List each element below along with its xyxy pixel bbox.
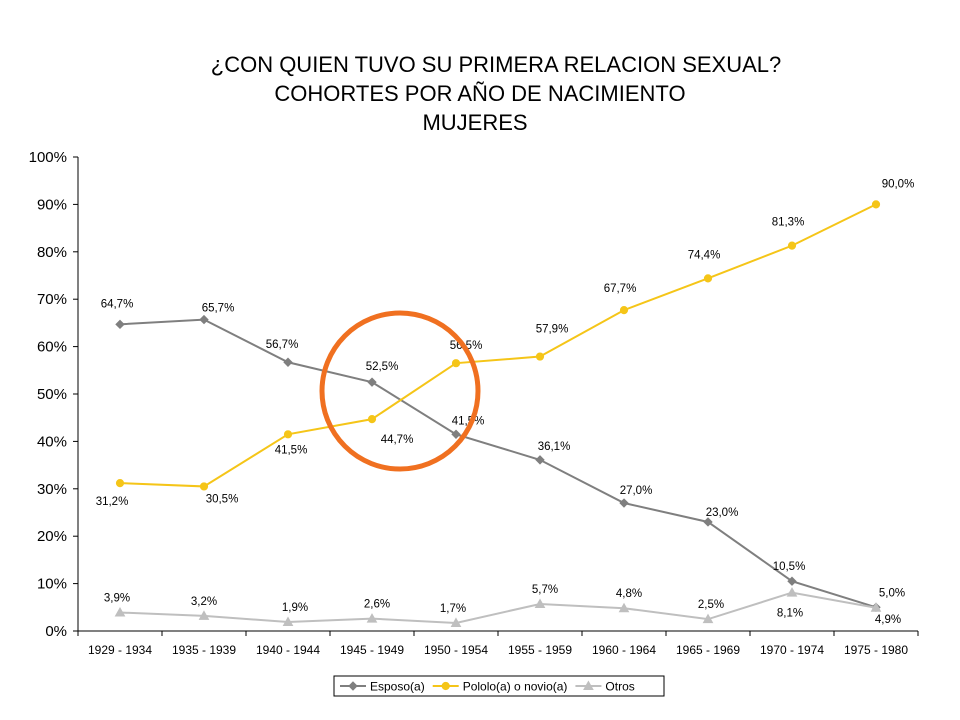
data-label-esposo-a: 5,0%	[879, 587, 905, 599]
y-tick-label: 20%	[37, 528, 67, 545]
data-point-otros	[450, 617, 462, 627]
series-line-otros	[119, 591, 877, 624]
data-label-esposo-a: 10,5%	[773, 561, 806, 573]
data-label-pololo-a-o-novio-a: 90,0%	[882, 178, 915, 190]
data-point-otros	[702, 613, 714, 624]
data-label-pololo-a-o-novio-a: 44,7%	[381, 434, 414, 446]
data-point-otros	[366, 613, 378, 623]
chart-title: ¿CON QUIEN TUVO SU PRIMERA RELACION SEXU…	[0, 50, 960, 137]
legend-marker-esposo-a	[348, 681, 358, 691]
data-label-pololo-a-o-novio-a: 74,4%	[688, 249, 721, 261]
data-label-pololo-a-o-novio-a: 81,3%	[772, 217, 805, 229]
data-label-pololo-a-o-novio-a: 31,2%	[96, 496, 129, 508]
legend-label-otros: Otros	[605, 680, 634, 694]
data-point-esposo-a	[283, 357, 293, 367]
data-point-esposo-a	[367, 377, 377, 387]
data-label-esposo-a: 27,0%	[620, 485, 653, 497]
data-point-esposo-a	[535, 455, 545, 465]
data-label-otros: 3,2%	[191, 596, 217, 608]
data-point-esposo-a	[115, 319, 125, 330]
data-point-pololo-a-o-novio-a	[199, 482, 209, 491]
series-line-esposo-a	[119, 318, 877, 609]
y-tick-label: 40%	[37, 433, 67, 450]
data-label-otros: 8,1%	[777, 608, 803, 620]
data-point-otros	[618, 602, 630, 613]
data-label-otros: 1,7%	[440, 603, 466, 615]
y-tick-label: 0%	[45, 623, 67, 640]
y-tick-label: 90%	[37, 196, 67, 213]
data-point-otros	[870, 602, 882, 612]
x-tick-label: 1975 - 1980	[844, 643, 908, 657]
data-point-pololo-a-o-novio-a	[703, 274, 713, 283]
y-tick-label: 60%	[37, 339, 67, 356]
data-label-pololo-a-o-novio-a: 67,7%	[604, 283, 637, 295]
data-point-otros	[534, 598, 546, 608]
data-point-esposo-a	[199, 314, 209, 325]
data-label-esposo-a: 52,5%	[366, 361, 399, 373]
y-tick-label: 30%	[37, 481, 67, 498]
data-label-esposo-a: 41,5%	[452, 415, 485, 427]
y-tick-label: 80%	[37, 244, 67, 261]
data-point-otros	[198, 610, 210, 620]
series-line-pololo-a-o-novio-a	[119, 203, 877, 488]
data-point-pololo-a-o-novio-a	[787, 241, 797, 250]
x-tick-label: 1935 - 1939	[172, 643, 236, 657]
data-label-otros: 2,6%	[364, 599, 390, 611]
data-point-otros	[114, 606, 126, 617]
data-label-otros: 5,7%	[532, 584, 558, 596]
legend-marker-otros	[583, 680, 594, 690]
x-tick-label: 1945 - 1949	[340, 643, 404, 657]
x-tick-label: 1965 - 1969	[676, 643, 740, 657]
y-tick-label: 10%	[37, 576, 67, 593]
x-tick-label: 1950 - 1954	[424, 643, 488, 657]
y-tick-label: 70%	[37, 291, 67, 308]
data-point-pololo-a-o-novio-a	[619, 306, 629, 315]
data-point-otros	[282, 616, 294, 626]
data-point-pololo-a-o-novio-a	[115, 479, 125, 488]
data-label-esposo-a: 36,1%	[538, 441, 571, 453]
x-tick-label: 1955 - 1959	[508, 643, 572, 657]
data-label-pololo-a-o-novio-a: 30,5%	[206, 493, 239, 505]
data-point-esposo-a	[787, 576, 797, 586]
data-point-pololo-a-o-novio-a	[451, 359, 461, 368]
data-point-pololo-a-o-novio-a	[535, 352, 545, 361]
data-label-esposo-a: 23,0%	[706, 507, 739, 519]
data-point-otros	[786, 587, 798, 597]
x-tick-label: 1970 - 1974	[760, 643, 824, 657]
data-point-esposo-a	[619, 498, 629, 508]
x-tick-label: 1960 - 1964	[592, 643, 656, 657]
data-point-esposo-a	[451, 429, 461, 439]
data-label-pololo-a-o-novio-a: 41,5%	[275, 444, 308, 456]
data-label-esposo-a: 56,7%	[266, 339, 299, 351]
data-label-esposo-a: 65,7%	[202, 303, 235, 315]
data-label-otros: 4,8%	[616, 588, 642, 600]
data-label-otros: 1,9%	[282, 602, 308, 614]
legend-marker-pololo-a-o-novio-a	[441, 681, 450, 691]
data-label-esposo-a: 64,7%	[101, 298, 134, 310]
y-tick-label: 100%	[29, 149, 67, 166]
data-label-pololo-a-o-novio-a: 57,9%	[536, 324, 569, 336]
data-point-pololo-a-o-novio-a	[871, 200, 881, 209]
data-point-esposo-a	[703, 517, 713, 527]
data-point-pololo-a-o-novio-a	[367, 415, 377, 424]
x-tick-label: 1929 - 1934	[88, 643, 152, 657]
x-tick-label: 1940 - 1944	[256, 643, 320, 657]
data-label-otros: 3,9%	[104, 593, 130, 605]
chart-title-line-2: COHORTES POR AÑO DE NACIMIENTO	[274, 81, 686, 106]
data-label-otros: 2,5%	[698, 599, 724, 611]
data-label-otros: 4,9%	[875, 614, 901, 626]
legend-label-pololo-a-o-novio-a: Pololo(a) o novio(a)	[463, 680, 568, 694]
legend-label-esposo-a: Esposo(a)	[370, 680, 425, 694]
highlight-circle	[319, 310, 481, 472]
legend-box	[333, 675, 665, 697]
y-tick-label: 50%	[37, 386, 67, 403]
chart-title-line-3: MUJERES	[422, 110, 528, 135]
data-point-pololo-a-o-novio-a	[283, 430, 293, 439]
chart-title-line-1: ¿CON QUIEN TUVO SU PRIMERA RELACION SEXU…	[210, 52, 782, 77]
